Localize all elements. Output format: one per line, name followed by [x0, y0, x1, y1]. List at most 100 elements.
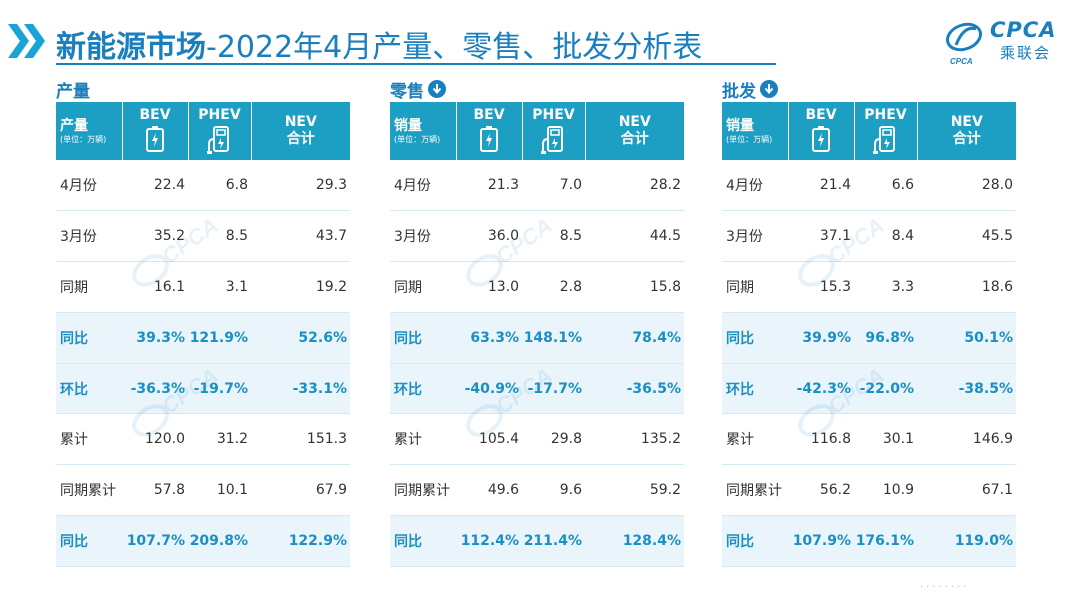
- row-label: 环比: [390, 363, 456, 415]
- header-nev-line2: 合计: [952, 131, 981, 147]
- cell-bev: 116.8: [788, 413, 854, 466]
- row-label: 4月份: [722, 160, 788, 212]
- table-row: 环比 -36.3% -19.7% -33.1%: [56, 363, 350, 415]
- cell-bev: 35.2: [122, 210, 188, 263]
- row-label: 3月份: [722, 210, 788, 263]
- table-row: 累计 105.4 29.8 135.2: [390, 413, 684, 466]
- cell-nev: -36.5%: [585, 363, 684, 415]
- cell-nev: 28.0: [917, 160, 1016, 212]
- title-bold: 新能源市场: [56, 30, 206, 65]
- row-label: 同期累计: [56, 464, 122, 517]
- table-row: 同比 107.7% 209.8% 122.9%: [56, 515, 350, 567]
- header-phev: PHEV: [854, 102, 918, 160]
- table-row: 同期累计 57.8 10.1 67.9: [56, 464, 350, 517]
- title-rest: -2022年4月产量、零售、批发分析表: [206, 30, 703, 65]
- cell-bev: 37.1: [788, 210, 854, 263]
- cell-nev: -38.5%: [917, 363, 1016, 415]
- cell-nev: 44.5: [585, 210, 684, 263]
- cell-nev: 78.4%: [585, 312, 684, 364]
- cell-nev: 50.1%: [917, 312, 1016, 364]
- cell-nev: 29.3: [251, 160, 350, 212]
- cell-nev: 146.9: [917, 413, 1016, 466]
- table-row: 3月份 37.1 8.4 45.5: [722, 210, 1016, 263]
- cell-bev: 112.4%: [456, 515, 522, 567]
- arrow-down-circle-icon: [428, 80, 446, 98]
- row-label: 同期: [390, 261, 456, 313]
- cell-nev: 67.9: [251, 464, 350, 517]
- header-nev: NEV 合计: [251, 102, 350, 160]
- header-phev: PHEV: [188, 102, 252, 160]
- table-header-row: 产量 (单位：万辆) BEV PHEV NEV 合计: [56, 102, 350, 160]
- cell-bev: 39.9%: [788, 312, 854, 364]
- data-table: 销量 (单位：万辆) BEV PHEV NEV 合计 4月份 21.4 6.6 28.…: [722, 102, 1016, 567]
- table-row: 环比 -40.9% -17.7% -36.5%: [390, 363, 684, 415]
- header-nev-line2: 合计: [286, 131, 315, 147]
- cell-bev: 49.6: [456, 464, 522, 517]
- cell-nev: 67.1: [917, 464, 1016, 517]
- logo-text: CPCA: [990, 18, 1057, 42]
- panel-title-text: 批发: [722, 81, 756, 102]
- cell-phev: 176.1%: [854, 515, 917, 567]
- title-bar: 新能源市场-2022年4月产量、零售、批发分析表 CPCA CPCA 乘联会: [0, 0, 1080, 80]
- header-label: 销量: [394, 118, 422, 134]
- panel-title-text: 零售: [390, 81, 424, 102]
- row-label: 同比: [722, 515, 788, 567]
- header-metric-cell: 产量 (单位：万辆): [56, 102, 123, 160]
- cell-bev: -36.3%: [122, 363, 188, 415]
- row-label: 4月份: [390, 160, 456, 212]
- table-row: 同比 107.9% 176.1% 119.0%: [722, 515, 1016, 567]
- cell-phev: 10.1: [188, 464, 251, 517]
- cell-phev: 2.8: [522, 261, 585, 313]
- row-label: 同比: [390, 312, 456, 364]
- cell-bev: 56.2: [788, 464, 854, 517]
- header-nev: NEV 合计: [585, 102, 684, 160]
- cell-bev: 57.8: [122, 464, 188, 517]
- panel-title: 批发: [722, 76, 1016, 102]
- battery-icon: [123, 125, 188, 153]
- header-nev-line1: NEV: [284, 114, 317, 130]
- table-row: 同期 16.1 3.1 19.2: [56, 261, 350, 313]
- row-label: 环比: [56, 363, 122, 415]
- cell-bev: 21.4: [788, 160, 854, 212]
- panel-3: 批发 销量 (单位：万辆) BEV PHEV NEV 合计 4月份 21.4 6.6…: [722, 76, 1016, 567]
- fuel-pump-plug-icon: [523, 125, 585, 155]
- cell-nev: 151.3: [251, 413, 350, 466]
- cpca-logo: CPCA: [946, 22, 982, 66]
- arrow-down-circle-icon: [760, 80, 778, 98]
- cell-bev: 39.3%: [122, 312, 188, 364]
- header-nev-line1: NEV: [950, 114, 983, 130]
- table-row: 同比 112.4% 211.4% 128.4%: [390, 515, 684, 567]
- table-row: 同期累计 56.2 10.9 67.1: [722, 464, 1016, 517]
- row-label: 同比: [390, 515, 456, 567]
- cell-phev: 8.5: [188, 210, 251, 263]
- cell-nev: 59.2: [585, 464, 684, 517]
- cell-phev: 9.6: [522, 464, 585, 517]
- cell-phev: 6.8: [188, 160, 251, 212]
- header-label: 产量: [60, 118, 88, 134]
- table-header-row: 销量 (单位：万辆) BEV PHEV NEV 合计: [722, 102, 1016, 160]
- cell-nev: 122.9%: [251, 515, 350, 567]
- cell-phev: 209.8%: [188, 515, 251, 567]
- header-nev-line2: 合计: [620, 131, 649, 147]
- table-row: 同期累计 49.6 9.6 59.2: [390, 464, 684, 517]
- cell-phev: -19.7%: [188, 363, 251, 415]
- panel-title: 产量: [56, 76, 350, 102]
- page-title: 新能源市场-2022年4月产量、零售、批发分析表: [56, 22, 702, 66]
- header-unit: (单位：万辆): [726, 135, 773, 144]
- cell-nev: 28.2: [585, 160, 684, 212]
- header-unit: (单位：万辆): [60, 135, 107, 144]
- header-bev: BEV: [456, 102, 523, 160]
- cell-phev: -22.0%: [854, 363, 917, 415]
- row-label: 同期累计: [722, 464, 788, 517]
- header-phev-label: PHEV: [198, 107, 241, 123]
- cell-bev: 16.1: [122, 261, 188, 313]
- cell-phev: 30.1: [854, 413, 917, 466]
- title-underline: [56, 63, 776, 65]
- header-bev-label: BEV: [139, 107, 171, 123]
- cell-phev: 121.9%: [188, 312, 251, 364]
- cell-bev: 22.4: [122, 160, 188, 212]
- table-row: 4月份 21.3 7.0 28.2: [390, 160, 684, 212]
- cell-phev: 29.8: [522, 413, 585, 466]
- cell-bev: 13.0: [456, 261, 522, 313]
- cell-bev: -40.9%: [456, 363, 522, 415]
